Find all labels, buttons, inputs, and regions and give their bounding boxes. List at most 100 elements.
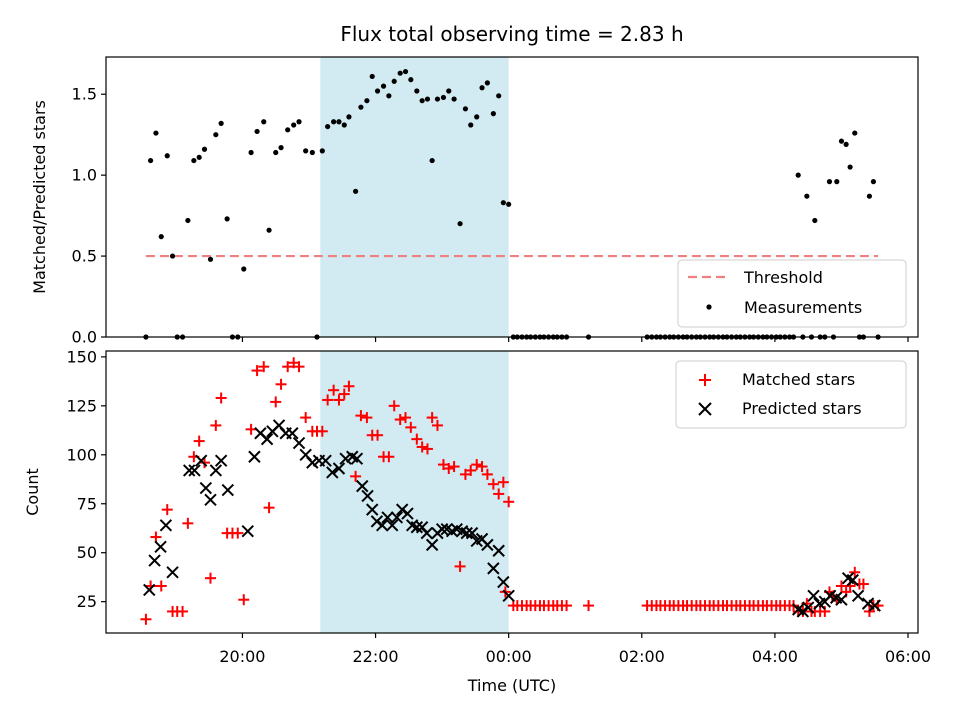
measurement-point	[241, 266, 247, 272]
predicted-star-point	[326, 466, 339, 479]
matched-star-point	[863, 605, 875, 617]
matched-star-point	[275, 378, 287, 390]
measurement-point	[434, 96, 441, 102]
measurement-point	[207, 256, 214, 262]
ratio-y-tick-label: 0.5	[72, 247, 97, 266]
measurement-point	[500, 200, 506, 206]
predicted-star-point	[166, 566, 179, 579]
ratio-shaded-window	[320, 57, 509, 337]
matched-star-point	[503, 496, 515, 508]
measurement-point	[254, 128, 260, 135]
predicted-star-point	[401, 507, 414, 520]
matched-star-point	[150, 531, 162, 543]
measurement-point	[309, 149, 315, 156]
count-axes-frame	[105, 350, 919, 634]
measurement-point	[424, 96, 431, 102]
measurement-point	[224, 216, 230, 222]
matched-star-point	[245, 423, 257, 435]
matched-star-point	[481, 468, 493, 480]
measurement-point	[285, 127, 291, 133]
matched-star-point	[316, 425, 328, 437]
predicted-star-point	[319, 454, 332, 467]
measurement-point	[213, 132, 219, 138]
measurement-point	[352, 188, 359, 194]
measurement-point	[457, 221, 463, 227]
measurement-point	[364, 98, 370, 104]
predicted-star-point	[361, 489, 374, 503]
count-panel: 25 50 75 100 125 150 20:00 22:00 00:00 02:00 04:0…	[23, 347, 931, 695]
measurement-point	[834, 179, 840, 185]
measurement-point	[474, 114, 480, 120]
measurement-point	[278, 145, 284, 151]
count-shaded-window	[320, 351, 509, 633]
predicted-star-point	[154, 540, 167, 554]
x-tick-label: 00:00	[486, 647, 532, 666]
measurement-point	[386, 93, 392, 99]
measurement-point	[496, 93, 502, 99]
matched-star-point	[361, 412, 373, 424]
matched-star-point	[155, 580, 167, 592]
measurement-point	[341, 122, 347, 128]
measurement-point	[218, 120, 224, 126]
x-tick-label: 22:00	[353, 647, 399, 666]
count-y-tick-label: 75	[77, 494, 97, 513]
figure-title: Flux total observing time = 2.83 h	[340, 22, 683, 46]
matched-star-point	[476, 461, 488, 473]
legend-predicted-label: Predicted stars	[742, 399, 862, 418]
predicted-star-point	[332, 462, 346, 475]
measurement-point	[266, 227, 272, 233]
matched-star-point	[426, 412, 438, 424]
x-axis-label: Time (UTC)	[467, 676, 556, 695]
count-y-tick-label: 100	[66, 445, 97, 464]
measurement-point	[191, 157, 197, 164]
matched-star-point	[388, 400, 400, 412]
matched-star-point	[355, 410, 367, 422]
matched-star-point	[394, 414, 406, 426]
measurement-point	[414, 88, 420, 94]
matched-star-point	[350, 470, 362, 482]
matched-star-point	[383, 451, 395, 463]
legend-matched-label: Matched stars	[742, 370, 855, 389]
measurement-point	[296, 119, 302, 125]
measurement-point	[826, 179, 833, 185]
predicted-star-point	[356, 479, 369, 493]
predicted-star-point	[846, 573, 859, 587]
predicted-star-point	[481, 538, 494, 552]
legend-predicted-swatch	[698, 402, 712, 416]
predicted-star-point	[221, 483, 235, 497]
measurement-point	[303, 148, 309, 154]
matched-star-point	[416, 441, 428, 453]
predicted-star-point	[188, 464, 201, 477]
matched-star-point	[448, 461, 460, 473]
predicted-star-point	[390, 511, 404, 524]
predicted-star-point	[435, 523, 449, 536]
predicted-star-point	[420, 526, 434, 540]
ratio-y-tick-label: 1.5	[72, 85, 97, 104]
predicted-star-point	[801, 601, 815, 614]
predicted-star-point	[204, 493, 217, 507]
count-y-tick-label: 150	[66, 347, 97, 366]
legend-measurements-swatch	[706, 304, 712, 310]
matched-star-point	[263, 502, 275, 514]
measurement-point	[446, 88, 452, 94]
predicted-star-points	[143, 419, 881, 618]
predicted-star-point	[460, 526, 473, 540]
ratio-y-tick-label: 1.0	[72, 166, 97, 185]
predicted-star-point	[366, 503, 379, 516]
matched-star-point	[238, 594, 250, 606]
matched-star-point	[293, 361, 305, 373]
matched-star-point	[421, 443, 433, 455]
measurement-point	[795, 172, 801, 178]
measurement-point	[451, 96, 457, 102]
measurement-point	[261, 119, 267, 125]
predicted-star-point	[425, 538, 439, 552]
matched-star-point	[338, 388, 350, 400]
measurement-point	[462, 106, 469, 112]
matched-star-point	[210, 419, 222, 431]
predicted-star-point	[199, 481, 213, 495]
matched-star-point	[251, 365, 263, 377]
count-y-tick-label: 125	[66, 396, 97, 415]
predicted-star-point	[381, 511, 394, 524]
predicted-star-point	[376, 519, 389, 532]
measurement-point	[870, 179, 877, 185]
